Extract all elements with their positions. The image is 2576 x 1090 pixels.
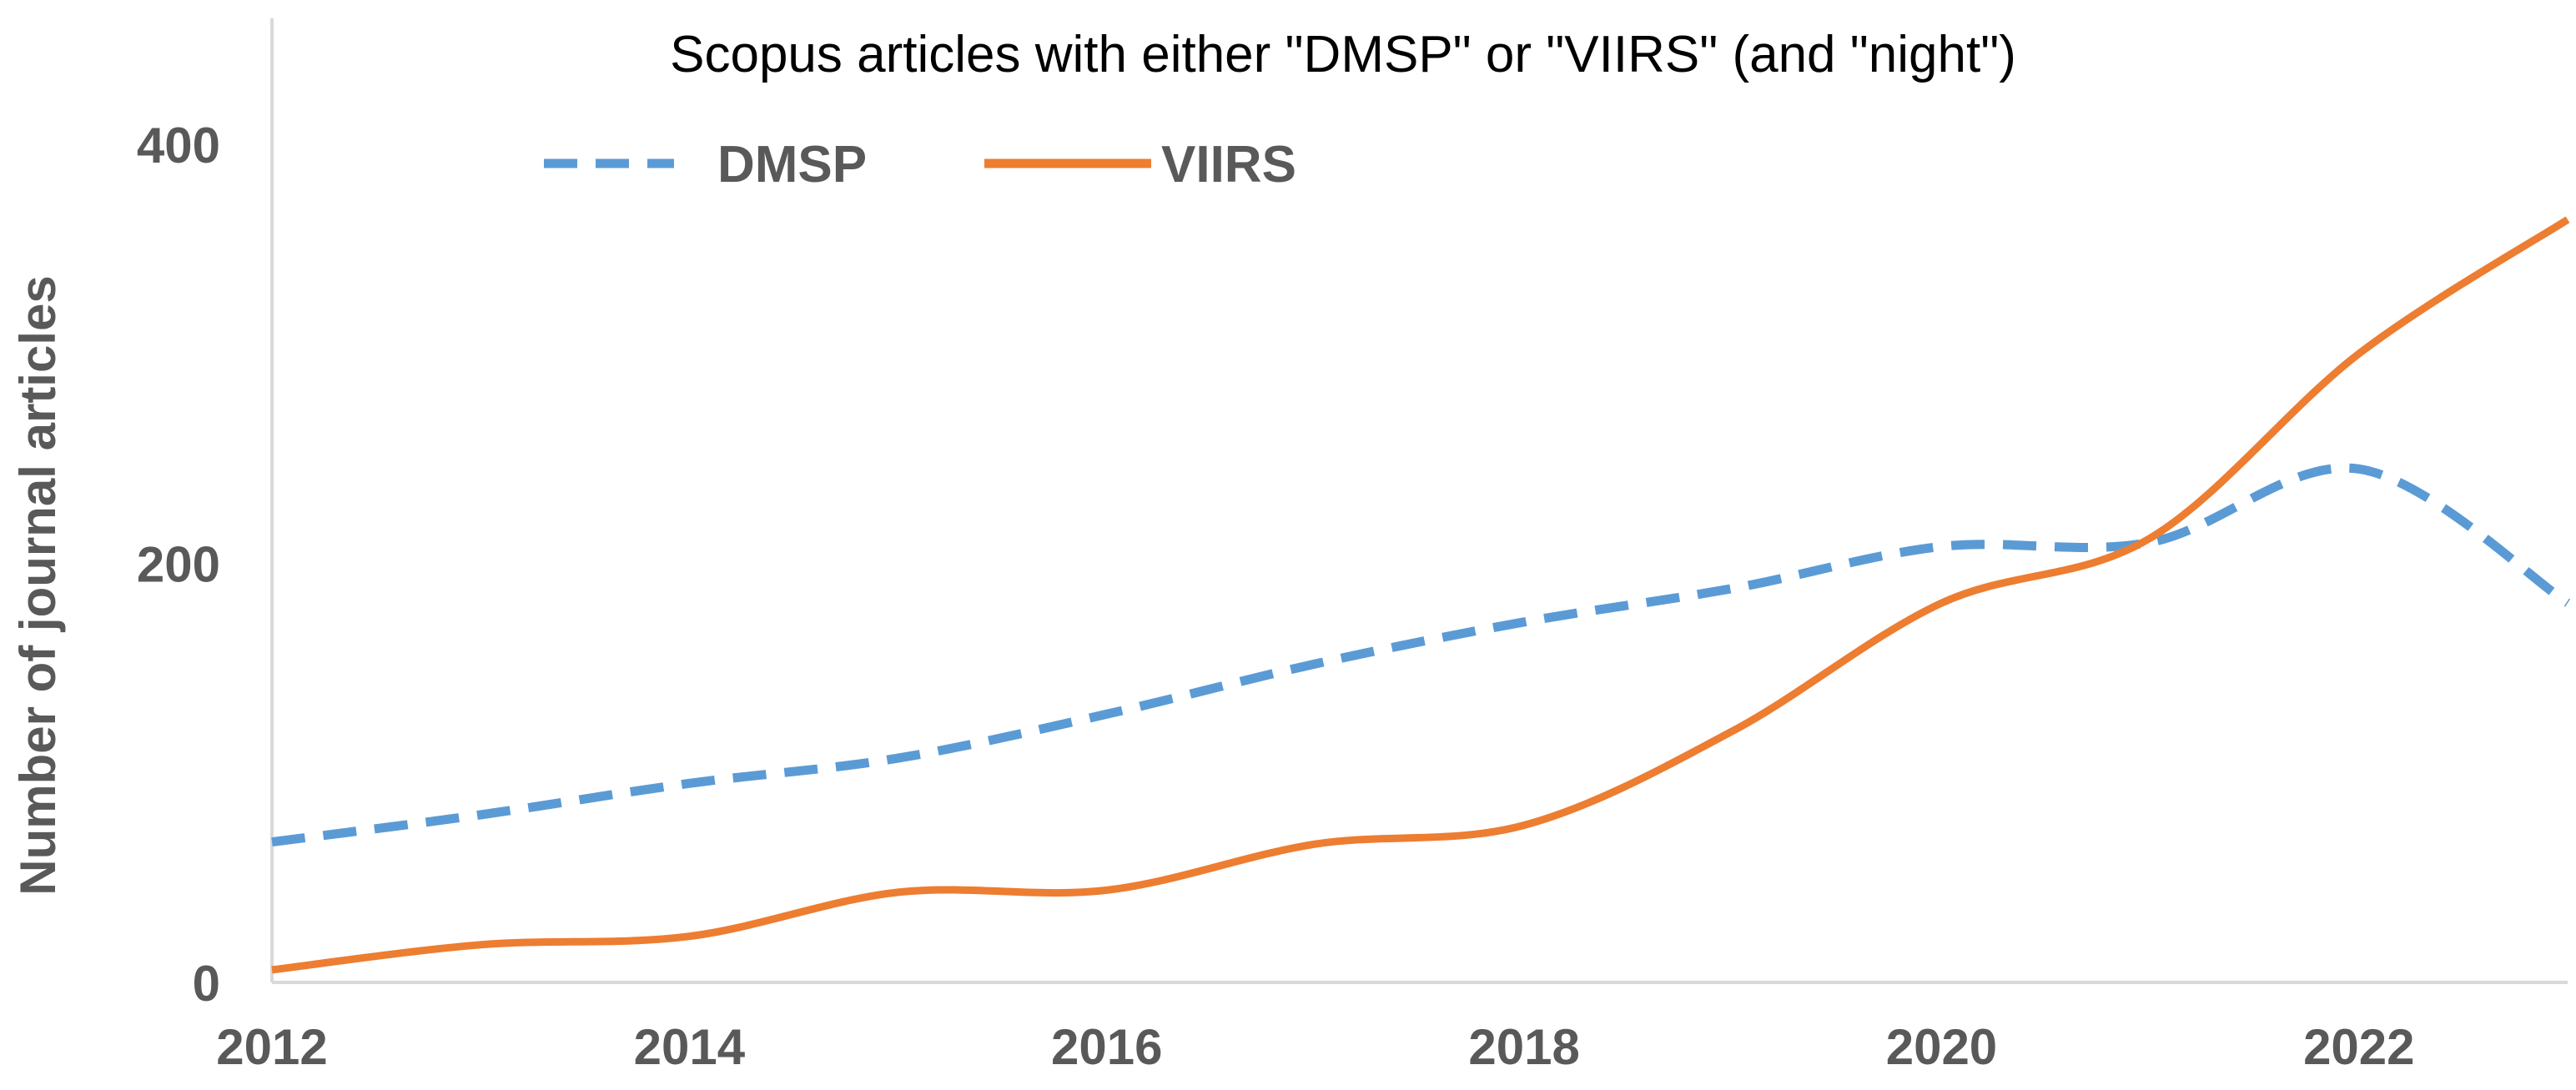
- y-tick-label: 0: [193, 956, 220, 1012]
- legend-label-viirs: VIIRS: [1161, 136, 1296, 193]
- x-tick-label: 2012: [216, 1019, 327, 1075]
- x-tick-label: 2018: [1468, 1019, 1579, 1075]
- y-tick-labels: 0 200 400: [137, 118, 220, 1012]
- chart-title: Scopus articles with either "DMSP" or "V…: [670, 26, 2016, 83]
- y-tick-label: 200: [137, 536, 220, 592]
- x-tick-label: 2020: [1886, 1019, 1997, 1075]
- y-axis-label: Number of journal articles: [10, 275, 66, 896]
- legend: DMSP VIIRS: [544, 136, 1296, 193]
- x-tick-label: 2016: [1051, 1019, 1162, 1075]
- legend-label-dmsp: DMSP: [717, 136, 867, 193]
- x-tick-labels: 2012 2014 2016 2018 2020 2022: [216, 1019, 2414, 1075]
- series-line-viirs: [271, 216, 2570, 974]
- series-lines: [271, 216, 2570, 974]
- series-line-dmsp: [271, 463, 2570, 847]
- x-tick-label: 2014: [634, 1019, 746, 1075]
- y-tick-label: 400: [137, 118, 220, 173]
- x-tick-label: 2022: [2303, 1019, 2414, 1075]
